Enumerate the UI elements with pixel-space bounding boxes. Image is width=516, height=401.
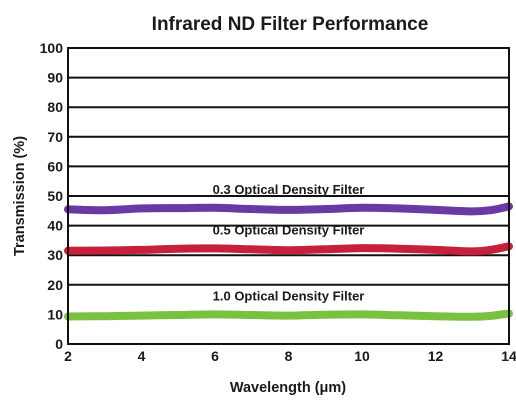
y-tick-label-0: 0	[55, 336, 63, 352]
series-line-2	[64, 309, 513, 321]
axes: 0 10 20 30 40 50 60 70 80 90 100 2 4 6 8 10 12 14	[40, 40, 516, 364]
y-tick-label-60: 60	[47, 158, 63, 174]
series-line-1	[64, 242, 513, 256]
y-tick-label-100: 100	[40, 40, 64, 56]
x-tick-label-8: 8	[285, 348, 293, 364]
x-tick-label-2: 2	[64, 348, 72, 364]
chart-title: Infrared ND Filter Performance	[152, 14, 429, 35]
y-tick-label-30: 30	[47, 247, 63, 263]
series-label-2: 1.0 Optical Density Filter	[213, 288, 365, 303]
series-line-0	[64, 202, 513, 216]
x-tick-label-14: 14	[501, 348, 516, 364]
x-tick-label-4: 4	[138, 348, 146, 364]
series-label-0: 0.3 Optical Density Filter	[213, 182, 365, 197]
y-tick-label-40: 40	[47, 218, 63, 234]
series-labels: 0.3 Optical Density Filter 0.5 Optical De…	[213, 182, 365, 303]
y-axis-label: Transmission (%)	[12, 136, 28, 256]
x-tick-label-6: 6	[211, 348, 219, 364]
y-tick-label-80: 80	[47, 99, 63, 115]
y-tick-label-90: 90	[47, 70, 63, 86]
y-tick-label-70: 70	[47, 129, 63, 145]
y-tick-label-20: 20	[47, 277, 63, 293]
series-label-1: 0.5 Optical Density Filter	[213, 222, 365, 237]
y-tick-label-50: 50	[47, 188, 63, 204]
x-tick-label-10: 10	[354, 348, 370, 364]
x-axis-label: Wavelength (μm)	[230, 380, 346, 396]
y-tick-label-10: 10	[47, 306, 63, 322]
series-lines	[64, 202, 513, 321]
x-tick-label-12: 12	[428, 348, 444, 364]
